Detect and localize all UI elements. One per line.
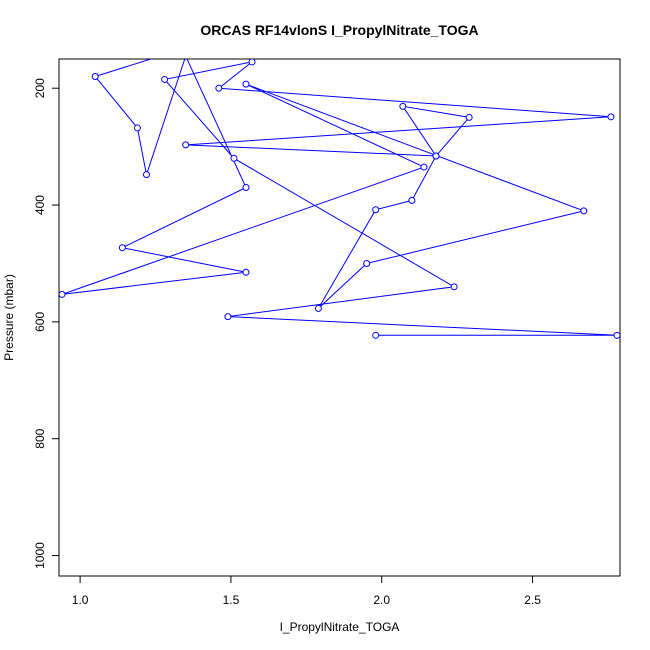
data-point [432, 152, 440, 160]
data-point [580, 207, 588, 215]
data-point [242, 184, 250, 192]
x-tick-label: 2.0 [373, 593, 390, 607]
data-point [372, 331, 380, 339]
data-point [118, 244, 126, 252]
y-tick-label: 400 [33, 195, 47, 215]
data-point [215, 84, 223, 92]
x-axis-label: I_PropylNitrate_TOGA [280, 620, 400, 634]
data-point [408, 196, 416, 204]
series-line [61, 59, 618, 336]
data-point [182, 141, 190, 149]
y-tick-label: 200 [33, 78, 47, 98]
data-point [420, 163, 428, 171]
data-point [161, 75, 169, 83]
data-point [142, 171, 150, 179]
y-axis: 200 400 600 800 1000 [33, 78, 60, 569]
y-tick-label: 1000 [33, 542, 47, 569]
x-tick-label: 1.0 [72, 593, 89, 607]
y-axis-label: Pressure (mbar) [2, 274, 16, 361]
data-point [248, 59, 256, 66]
data-point [314, 304, 322, 312]
data-point [465, 113, 473, 121]
data-point [224, 313, 232, 321]
y-tick-label: 800 [33, 428, 47, 448]
data-point [372, 206, 380, 214]
data-point [363, 259, 371, 267]
x-axis: 1.0 1.5 2.0 2.5 [72, 575, 541, 607]
plot-area [59, 59, 620, 339]
data-point [91, 73, 99, 81]
data-point [230, 154, 238, 162]
x-tick-label: 1.5 [223, 593, 240, 607]
data-point [450, 283, 458, 291]
data-point [183, 59, 188, 60]
data-point [242, 268, 250, 276]
data-point [242, 80, 250, 88]
plot-frame [58, 58, 621, 577]
y-tick-label: 600 [33, 312, 47, 332]
data-point [59, 290, 66, 298]
data-point [133, 124, 141, 132]
x-tick-label: 2.5 [524, 593, 541, 607]
data-point [607, 113, 615, 121]
data-point [399, 102, 407, 110]
data-point [613, 331, 620, 339]
chart-title: ORCAS RF14vlonS I_PropylNitrate_TOGA [200, 22, 478, 38]
